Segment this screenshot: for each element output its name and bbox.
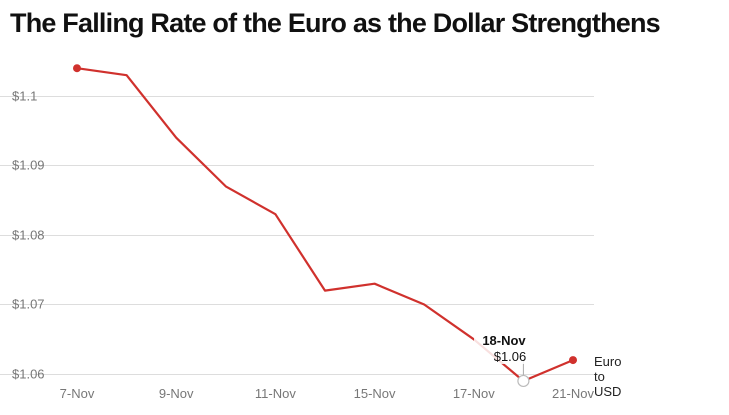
x-axis-labels: 7-Nov 9-Nov 11-Nov 15-Nov 17-Nov 21-Nov [60, 386, 595, 401]
y-tick-label: $1.1 [12, 89, 37, 104]
tooltip-value: $1.06 [494, 349, 527, 364]
x-tick-label: 17-Nov [453, 386, 495, 401]
x-tick-label: 11-Nov [255, 386, 296, 401]
tooltip-marker [517, 374, 530, 388]
x-tick-label: 21-Nov [552, 386, 594, 401]
y-tick-label: $1.09 [12, 158, 45, 173]
x-tick-label: 15-Nov [354, 386, 396, 401]
y-tick-label: $1.07 [12, 297, 45, 312]
data-point [73, 64, 81, 73]
legend-label: Euro [594, 354, 621, 369]
x-tick-label: 9-Nov [159, 386, 194, 401]
y-axis-labels: $1.06 $1.07 $1.08 $1.09 $1.1 [12, 89, 45, 382]
x-tick-label: 7-Nov [60, 386, 95, 401]
data-point [569, 356, 577, 365]
tooltip-date: 18-Nov [482, 333, 526, 348]
legend-label: to [594, 369, 605, 384]
tooltip-background [474, 330, 534, 364]
tooltip: 18-Nov$1.06 [474, 330, 534, 388]
gridlines [0, 96, 594, 375]
legend-label: USD [594, 384, 621, 399]
y-tick-label: $1.08 [12, 228, 45, 243]
chart-title: The Falling Rate of the Euro as the Doll… [10, 8, 661, 38]
y-tick-label: $1.06 [12, 367, 45, 382]
